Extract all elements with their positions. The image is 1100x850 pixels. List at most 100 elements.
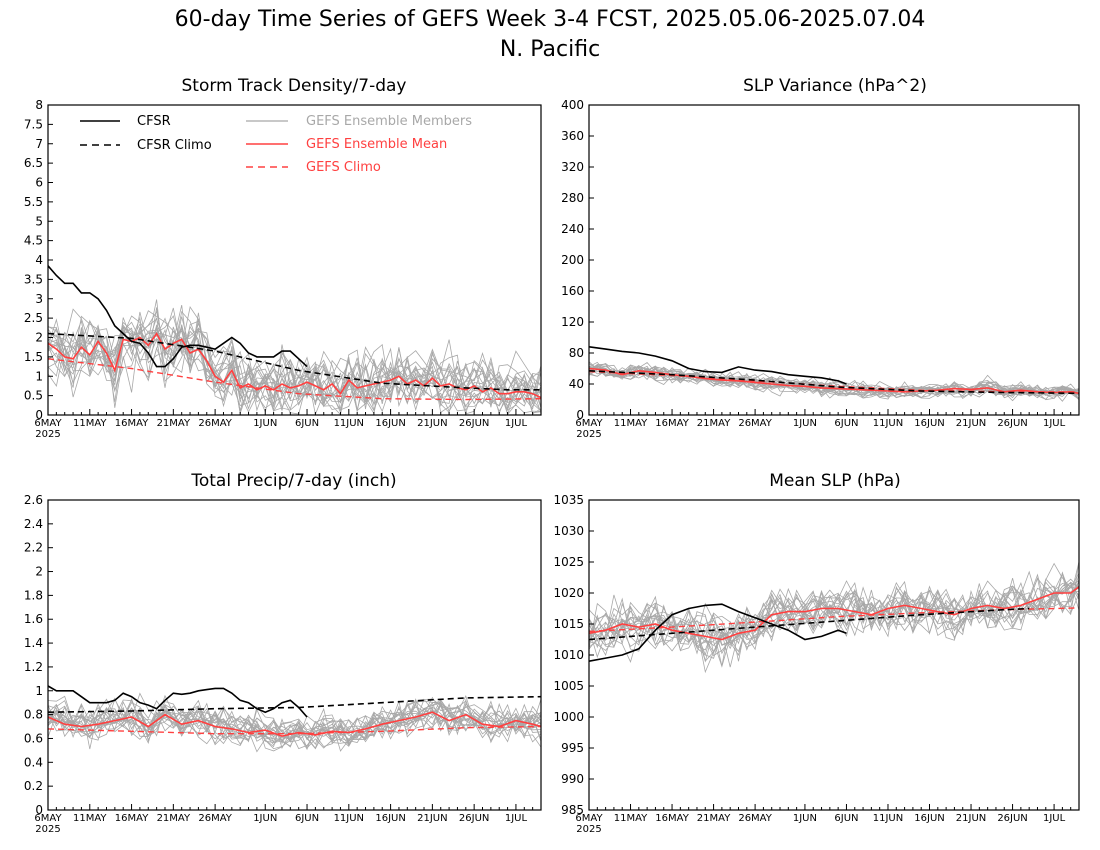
y-tick-label: 360: [561, 129, 584, 143]
ensemble-members: [588, 361, 1080, 402]
x-tick-label: 6JUN: [295, 418, 319, 429]
x-tick-label: 6MAY: [575, 418, 603, 429]
x-tick-label: 21MAY: [157, 418, 191, 429]
y-tick-label: 2.4: [24, 517, 43, 531]
panel-title: SLP Variance (hPa^2): [743, 76, 927, 96]
x-tick-label: 11MAY: [73, 418, 107, 429]
x-year-label: 2025: [576, 824, 601, 835]
x-tick-label: 16JUN: [375, 418, 405, 429]
x-axis: 6MAY 11MAY 16MAY 21MAY 26MAY 1JUN 6JUN 11JUN 16J…: [575, 804, 1080, 835]
plot-frame: [588, 499, 1080, 811]
ensemble-member-line: [47, 310, 542, 410]
x-tick-label: 26JUN: [459, 813, 489, 824]
legend-cfsr-label: CFSR: [137, 114, 171, 129]
y-tick-label: 1: [35, 369, 43, 383]
y-tick-label: 5.5: [24, 195, 43, 209]
x-tick-label: 11JUN: [334, 813, 364, 824]
y-tick-label: 1025: [553, 555, 584, 569]
ensemble-member-line: [588, 363, 1080, 399]
y-tick-label: 6: [35, 176, 43, 190]
y-tick-label: 1.5: [24, 350, 43, 364]
x-tick-label: 1JUL: [1043, 813, 1066, 824]
y-tick-label: 7.5: [24, 117, 43, 131]
y-tick-label: 1015: [553, 617, 584, 631]
y-tick-label: 1.2: [24, 660, 43, 674]
x-tick-label: 1JUL: [505, 418, 528, 429]
x-tick-label: 21JUN: [956, 418, 986, 429]
y-tick-label: 0.4: [24, 755, 43, 769]
series-line-gefs-climo: [47, 358, 542, 401]
y-tick-label: 0.6: [24, 731, 43, 745]
x-tick-label: 16MAY: [115, 813, 149, 824]
series-line-gefs-ensemble-mean: [47, 711, 542, 737]
y-tick-label: 0: [35, 803, 43, 817]
x-tick-label: 21JUN: [956, 813, 986, 824]
ensemble-member-line: [588, 576, 1080, 674]
x-tick-label: 11MAY: [73, 813, 107, 824]
panel-storm-track-density: Storm Track Density/7-day 0 0.5 1 1.5 2 2.5 3 3…: [24, 76, 542, 440]
y-tick-label: 1.8: [24, 588, 43, 602]
ensemble-member-line: [47, 694, 542, 743]
y-tick-label: 6.5: [24, 156, 43, 170]
panel-slp-variance: SLP Variance (hPa^2) 0 40 80 120 160 200 240 28…: [561, 76, 1080, 440]
x-tick-label: 16MAY: [115, 418, 149, 429]
y-tick-label: 80: [569, 346, 584, 360]
ensemble-member-line: [47, 305, 542, 414]
x-tick-label: 26MAY: [198, 813, 232, 824]
x-tick-label: 21MAY: [697, 418, 731, 429]
ensemble-member-line: [588, 561, 1080, 656]
x-tick-label: 26JUN: [997, 418, 1027, 429]
x-tick-label: 26JUN: [459, 418, 489, 429]
panel-title: Mean SLP (hPa): [769, 471, 901, 491]
x-tick-label: 21MAY: [157, 813, 191, 824]
x-tick-label: 26MAY: [738, 813, 772, 824]
ensemble-member-line: [47, 321, 542, 414]
plot-lines: [47, 685, 542, 737]
x-year-label: 2025: [35, 824, 60, 835]
x-axis: 6MAY 11MAY 16MAY 21MAY 26MAY 1JUN 6JUN 11JUN 16J…: [34, 409, 542, 440]
y-tick-label: 0.8: [24, 708, 43, 722]
y-tick-label: 320: [561, 160, 584, 174]
x-tick-label: 16JUN: [914, 418, 944, 429]
x-tick-label: 11JUN: [873, 418, 903, 429]
y-tick-label: 0: [576, 408, 584, 422]
plot-lines: [588, 586, 1080, 662]
plot-frame: [47, 499, 542, 811]
x-tick-label: 26MAY: [198, 418, 232, 429]
y-tick-label: 1035: [553, 493, 584, 507]
y-tick-label: 1010: [553, 648, 584, 662]
x-tick-label: 16JUN: [375, 813, 405, 824]
y-tick-label: 1.6: [24, 612, 43, 626]
x-tick-label: 16MAY: [655, 813, 689, 824]
figure-subtitle: N. Pacific: [500, 37, 600, 62]
y-tick-label: 200: [561, 253, 584, 267]
y-tick-label: 7: [35, 137, 43, 151]
y-tick-label: 2: [35, 565, 43, 579]
y-tick-label: 1030: [553, 524, 584, 538]
y-tick-label: 1.4: [24, 636, 43, 650]
x-year-label: 2025: [35, 429, 60, 440]
x-tick-label: 11JUN: [334, 418, 364, 429]
y-tick-label: 2.5: [24, 311, 43, 325]
ensemble-member-line: [588, 580, 1080, 654]
x-tick-label: 6MAY: [34, 813, 62, 824]
y-axis: 985 990 995 1000 1005 1010 1015 1020 1025 1030 103…: [553, 493, 594, 817]
ensemble-member-line: [588, 571, 1080, 656]
y-tick-label: 4: [35, 253, 43, 267]
y-axis: 0 40 80 120 160 200 240 280 320 360 400: [561, 98, 594, 422]
y-axis: 0 0.5 1 1.5 2 2.5 3 3.5 4 4.5 5 5.5 6 6.5 7 7.5 8: [24, 98, 53, 422]
ensemble-member-line: [588, 561, 1080, 655]
x-tick-label: 26MAY: [738, 418, 772, 429]
x-tick-label: 1JUN: [253, 418, 277, 429]
x-tick-label: 1JUL: [505, 813, 528, 824]
y-tick-label: 4.5: [24, 234, 43, 248]
x-tick-label: 21JUN: [417, 418, 447, 429]
series-line-cfsr: [47, 265, 308, 368]
ensemble-member-line: [47, 697, 542, 749]
ensemble-member-line: [588, 367, 1080, 400]
x-tick-label: 1JUN: [793, 813, 817, 824]
x-tick-label: 21JUN: [417, 813, 447, 824]
series-line-gefs-ensemble-mean: [588, 586, 1080, 641]
x-tick-label: 1JUL: [1043, 418, 1066, 429]
